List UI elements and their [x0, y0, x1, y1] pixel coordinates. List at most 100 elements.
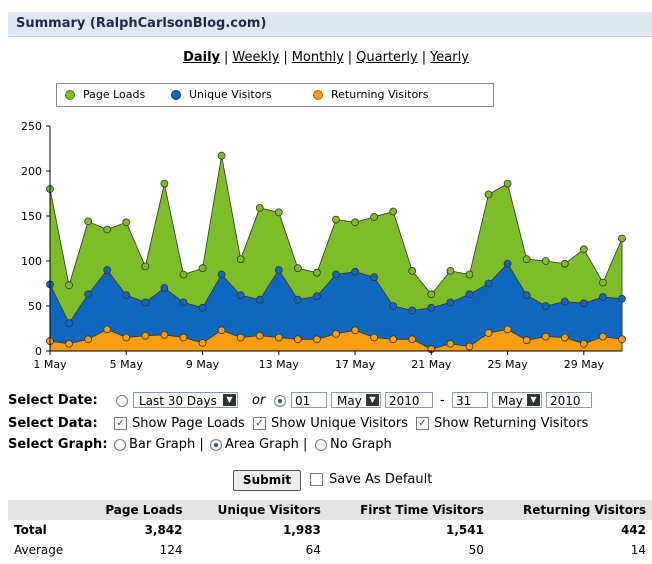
data-point — [274, 208, 283, 217]
row-label: Total — [14, 523, 47, 537]
data-point — [599, 293, 607, 301]
custom-date-radio[interactable] — [274, 395, 286, 407]
from-day-input[interactable]: 01 — [291, 392, 327, 408]
x-tick-label: 1 May — [33, 358, 67, 371]
data-point — [103, 325, 112, 334]
x-tick-label: 9 May — [186, 358, 220, 371]
legend-label-returning: Returning Visitors — [331, 88, 429, 101]
no-graph-label: No Graph — [330, 437, 392, 452]
y-tick-label: 200 — [21, 165, 42, 178]
data-point — [65, 339, 73, 348]
data-point — [236, 291, 245, 300]
date-range-value: Last 30 Days — [139, 394, 217, 408]
data-point — [160, 179, 169, 188]
data-point — [465, 270, 474, 279]
row-label: Average — [14, 543, 64, 557]
from-year-input[interactable]: 2010 — [385, 392, 433, 408]
data-point — [541, 257, 550, 265]
data-point — [351, 218, 359, 227]
data-point — [217, 270, 226, 279]
data-point — [198, 264, 207, 273]
data-point — [408, 335, 417, 344]
data-point — [484, 329, 493, 337]
data-point — [236, 255, 245, 264]
show-returning-checkbox[interactable]: ✓ — [416, 417, 429, 430]
data-point — [84, 290, 93, 299]
x-tick-label: 5 May — [110, 358, 144, 371]
data-point — [446, 266, 455, 275]
data-point — [389, 207, 398, 216]
show-page-loads-label: Show Page Loads — [132, 416, 245, 431]
data-point — [160, 330, 169, 339]
chevron-down-icon: ▼ — [527, 394, 540, 406]
data-point — [141, 262, 150, 271]
data-point — [255, 331, 264, 340]
to-year-input[interactable]: 2010 — [546, 392, 592, 408]
data-point — [560, 297, 569, 306]
to-month-value: May — [498, 394, 523, 408]
show-unique-checkbox[interactable]: ✓ — [253, 417, 266, 430]
data-point — [618, 294, 626, 303]
data-point — [103, 225, 112, 234]
bar-graph-radio[interactable] — [114, 439, 126, 451]
data-point — [217, 151, 226, 160]
stats-header-unique: Unique Visitors — [217, 503, 321, 517]
period-nav: Daily | Weekly | Monthly | Quarterly | Yearly — [183, 50, 469, 65]
cell: 14 — [630, 543, 646, 557]
period-daily[interactable]: Daily — [183, 50, 221, 65]
x-tick-label: 25 May — [487, 358, 528, 371]
select-data-label: Select Data: — [8, 416, 98, 431]
data-point — [141, 331, 150, 340]
stats-header-returning: Returning Visitors — [522, 503, 646, 517]
data-point — [351, 267, 359, 276]
area-graph-label: Area Graph | — [225, 437, 308, 452]
stats-table: Page Loads Unique Visitors First Time Vi… — [8, 500, 652, 560]
show-returning-label: Show Returning Visitors — [434, 416, 589, 431]
data-point — [599, 332, 607, 341]
data-point — [198, 338, 207, 347]
data-point — [408, 266, 417, 275]
data-point — [122, 291, 131, 300]
save-default-checkbox[interactable] — [310, 473, 323, 486]
to-day-input[interactable]: 31 — [452, 392, 488, 408]
data-point — [141, 298, 150, 307]
period-weekly[interactable]: Weekly — [232, 50, 280, 65]
data-point — [274, 266, 283, 274]
data-point — [579, 299, 588, 308]
data-point — [560, 259, 569, 268]
data-point — [293, 295, 302, 304]
period-quarterly[interactable]: Quarterly — [356, 50, 418, 65]
data-point — [618, 335, 626, 344]
cell: 50 — [468, 543, 484, 557]
cell: 1,983 — [282, 523, 321, 537]
data-point — [65, 319, 73, 328]
no-graph-radio[interactable] — [315, 439, 327, 451]
summary-title: Summary (RalphCarlsonBlog.com) — [16, 16, 267, 31]
data-point — [541, 302, 550, 310]
data-point — [522, 336, 531, 345]
legend-item-returning: Returning Visitors — [313, 88, 428, 101]
data-point — [65, 281, 73, 290]
show-unique-label: Show Unique Visitors — [271, 416, 408, 431]
data-point — [255, 204, 264, 212]
data-point — [332, 270, 340, 279]
area-graph-radio[interactable] — [210, 439, 222, 451]
preset-date-radio[interactable] — [116, 395, 128, 407]
period-monthly[interactable]: Monthly — [291, 50, 344, 65]
show-page-loads-checkbox[interactable]: ✓ — [114, 417, 127, 430]
period-yearly[interactable]: Yearly — [430, 50, 469, 65]
date-range-select[interactable]: Last 30 Days ▼ — [133, 392, 238, 408]
data-point — [255, 295, 264, 304]
stats-header-first-time: First Time Visitors — [360, 503, 484, 517]
data-point — [446, 298, 455, 307]
cell: 124 — [159, 543, 183, 557]
to-month-select[interactable]: May ▼ — [492, 392, 542, 408]
data-point — [465, 290, 474, 299]
data-point — [579, 245, 588, 254]
table-row: Average 124 64 50 14 — [8, 540, 652, 560]
page-loads-dot-icon — [65, 89, 75, 100]
legend-label-unique: Unique Visitors — [189, 88, 272, 101]
data-point — [122, 333, 131, 342]
submit-button[interactable]: Submit — [233, 470, 301, 491]
from-month-select[interactable]: May ▼ — [331, 392, 381, 408]
